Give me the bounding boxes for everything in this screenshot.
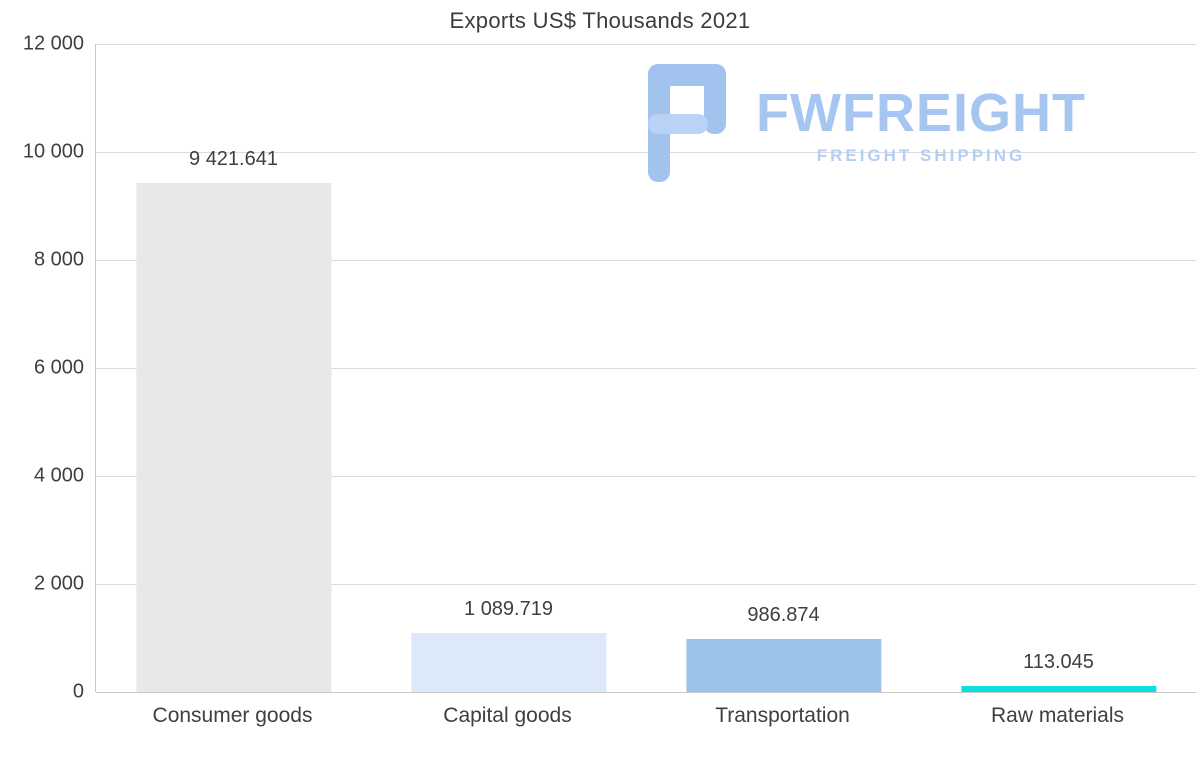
bar-slot: 113.045 [921,44,1196,692]
y-tick-label: 12 000 [22,32,84,55]
bar-value-label: 113.045 [1023,650,1094,673]
bar-slot: 986.874 [646,44,921,692]
y-tick-label: 10 000 [22,140,84,163]
x-category-label: Transportation [715,704,850,727]
gridline [96,475,1196,477]
bars-layer: 9 421.641 1 089.719 986.874 113.045 [96,44,1196,692]
y-axis-labels: 0 2 000 4 000 6 000 8 000 10 000 12 000 [0,33,84,703]
gridline [96,151,1196,153]
x-category-label: Consumer goods [152,704,313,727]
y-tick-label: 4 000 [33,464,84,487]
plot-area: 9 421.641 1 089.719 986.874 113.045 [95,43,1196,693]
bar-value-label: 9 421.641 [189,148,278,171]
gridline [96,259,1196,261]
gridline [96,583,1196,585]
bar-consumer-goods [135,183,332,692]
bar-value-label: 1 089.719 [464,598,553,621]
gridline [96,43,1196,45]
chart-title: Exports US$ Thousands 2021 [449,8,751,33]
y-tick-label: 8 000 [33,248,84,271]
gridline [96,367,1196,369]
y-tick-label: 0 [72,680,84,703]
bar-slot: 9 421.641 [96,44,371,692]
x-category-label: Raw materials [990,704,1125,727]
bar-transportation [685,638,882,692]
y-tick-label: 6 000 [33,356,84,379]
x-axis-labels: Consumer goods Capital goods Transportatio… [95,704,1195,728]
bar-capital-goods [410,633,607,692]
gridline [96,691,1196,693]
bar-slot: 1 089.719 [371,44,646,692]
y-tick-label: 2 000 [33,572,84,595]
bar-value-label: 986.874 [747,603,820,626]
bar-raw-materials [960,685,1157,692]
x-category-label: Capital goods [443,704,572,727]
